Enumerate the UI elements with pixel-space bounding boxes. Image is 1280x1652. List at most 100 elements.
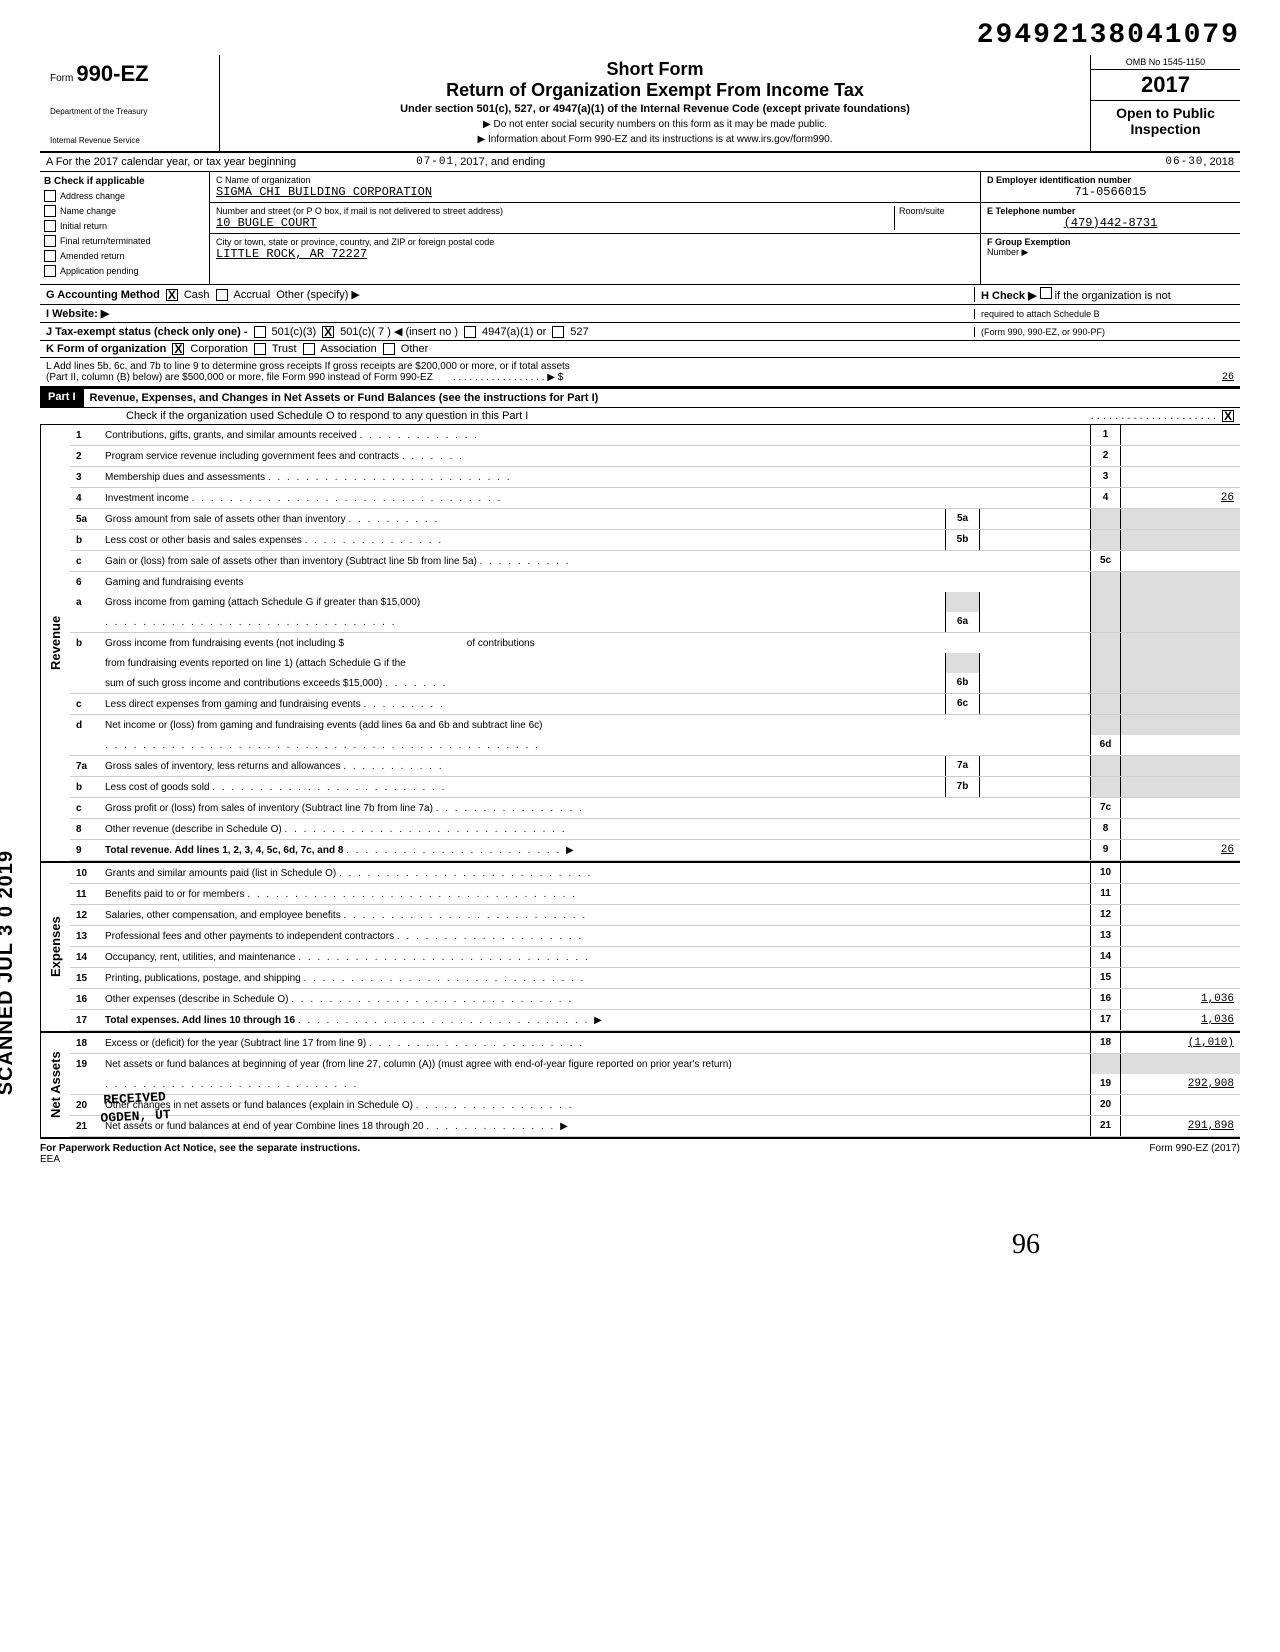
label-group-num: Number ▶: [987, 247, 1234, 258]
label-org-name: C Name of organization: [216, 175, 974, 185]
checkbox-corp[interactable]: [172, 343, 184, 355]
row-a-label: A For the 2017 calendar year, or tax yea…: [46, 156, 296, 168]
label-room: Room/suite: [899, 206, 974, 216]
checkbox-amended[interactable]: [44, 250, 56, 262]
line-6b-2: from fundraising events reported on line…: [105, 658, 406, 669]
checkbox-assoc[interactable]: [303, 343, 315, 355]
line-16-text: Other expenses (describe in Schedule O): [105, 994, 288, 1005]
line-6b-3: sum of such gross income and contributio…: [105, 678, 382, 689]
part1-check-row: Check if the organization used Schedule …: [40, 408, 1240, 425]
checkbox-app-pending[interactable]: [44, 265, 56, 277]
cell-ein: D Employer identification number 71-0566…: [981, 172, 1240, 203]
line-6d-text: Net income or (loss) from gaming and fun…: [105, 720, 542, 731]
warn-ssn: ▶ Do not enter social security numbers o…: [230, 119, 1080, 130]
label-h: H Check ▶: [981, 290, 1037, 302]
label-501c7: 501(c)( 7 ) ◀ (insert no ): [340, 325, 458, 338]
line-6-text: Gaming and fundraising events: [105, 577, 243, 588]
part1-header-row: Part I Revenue, Expenses, and Changes in…: [40, 387, 1240, 408]
right-header-box: OMB No 1545-1150 2017 Open to Public Ins…: [1090, 55, 1240, 151]
document-id: 29492138041079: [40, 20, 1240, 51]
label-trust: Trust: [272, 343, 297, 355]
part1-check-text: Check if the organization used Schedule …: [46, 410, 528, 422]
form-prefix: Form: [50, 73, 73, 84]
val-19: 292,908: [1120, 1074, 1240, 1094]
checkbox-4947[interactable]: [464, 326, 476, 338]
val-18: (1,010): [1120, 1033, 1240, 1053]
label-g: G Accounting Method: [46, 289, 160, 301]
line-12-text: Salaries, other compensation, and employ…: [105, 910, 341, 921]
part1-title: Revenue, Expenses, and Changes in Net As…: [84, 389, 1240, 407]
form-header: Form 990-EZ Department of the Treasury I…: [40, 55, 1240, 153]
line-15-text: Printing, publications, postage, and shi…: [105, 973, 301, 984]
label-phone: E Telephone number: [987, 206, 1234, 216]
line-6b-post: of contributions: [467, 638, 535, 649]
label-address-change: Address change: [60, 191, 125, 201]
row-a-mid: , 2017, and ending: [454, 156, 545, 168]
checkbox-other-org[interactable]: [383, 343, 395, 355]
line-21-text: Net assets or fund balances at end of ye…: [105, 1121, 424, 1132]
label-name-change: Name change: [60, 206, 116, 216]
val-16: 1,036: [1120, 989, 1240, 1009]
col-right: D Employer identification number 71-0566…: [980, 172, 1240, 284]
checkbox-initial-return[interactable]: [44, 220, 56, 232]
row-l-gross: L Add lines 5b, 6c, and 7b to line 9 to …: [40, 358, 1240, 387]
col-middle: C Name of organization SIGMA CHI BUILDIN…: [210, 172, 980, 284]
value-street: 10 BUGLE COURT: [216, 216, 894, 230]
value-ein: 71-0566015: [987, 185, 1234, 199]
service-label: Internal Revenue Service: [50, 136, 209, 145]
checkbox-final-return[interactable]: [44, 235, 56, 247]
open-public-2: Inspection: [1095, 121, 1236, 137]
checkbox-cash[interactable]: [166, 289, 178, 301]
value-org-name: SIGMA CHI BUILDING CORPORATION: [216, 185, 974, 199]
side-label-revenue: Revenue: [40, 425, 70, 861]
row-a-end2: , 2018: [1203, 156, 1234, 168]
h-line3: (Form 990, 990-EZ, or 990-PF): [974, 327, 1234, 337]
cell-street: Number and street (or P O box, if mail i…: [210, 203, 980, 234]
row-l-text2: (Part II, column (B) below) are $500,000…: [46, 372, 433, 383]
row-a-begin: 07-01: [416, 156, 454, 168]
label-527: 527: [570, 326, 588, 338]
row-l-dots: . . . . . . . . . . . . . . . . . ▶ $: [453, 372, 564, 383]
checkbox-h[interactable]: [1040, 287, 1052, 299]
label-amended: Amended return: [60, 251, 125, 261]
line-6b-pre: Gross income from fundraising events (no…: [105, 638, 344, 649]
checkbox-accrual[interactable]: [216, 289, 228, 301]
line-20-text: Other changes in net assets or fund bala…: [105, 1100, 413, 1111]
row-g-accounting: G Accounting Method Cash Accrual Other (…: [40, 285, 1240, 305]
label-final-return: Final return/terminated: [60, 236, 151, 246]
checkbox-trust[interactable]: [254, 343, 266, 355]
label-accrual: Accrual: [234, 289, 271, 301]
expenses-section: Expenses 10Grants and similar amounts pa…: [40, 863, 1240, 1033]
label-app-pending: Application pending: [60, 266, 139, 276]
line-14-text: Occupancy, rent, utilities, and maintena…: [105, 952, 295, 963]
open-public-box: Open to Public Inspection: [1091, 101, 1240, 141]
line-17-text: Total expenses. Add lines 10 through 16: [105, 1015, 295, 1026]
checkbox-schedule-o[interactable]: [1222, 410, 1234, 422]
line-10-text: Grants and similar amounts paid (list in…: [105, 868, 336, 879]
value-city: LITTLE ROCK, AR 72227: [216, 247, 974, 261]
line-18-text: Excess or (deficit) for the year (Subtra…: [105, 1038, 366, 1049]
row-a-end: 06-30: [1165, 156, 1203, 168]
line-7a-text: Gross sales of inventory, less returns a…: [105, 761, 340, 772]
revenue-section: Revenue 1Contributions, gifts, grants, a…: [40, 425, 1240, 863]
checkbox-name-change[interactable]: [44, 205, 56, 217]
footer-form-ref: Form 990-EZ (2017): [1149, 1143, 1240, 1165]
label-h-suffix: if the organization is not: [1055, 290, 1171, 302]
line-5b-text: Less cost or other basis and sales expen…: [105, 535, 302, 546]
line-1-text: Contributions, gifts, grants, and simila…: [105, 430, 357, 441]
scanned-stamp: SCANNED JUL 3 0 2019: [0, 850, 18, 1095]
main-info-grid: B Check if applicable Address change Nam…: [40, 172, 1240, 285]
revenue-lines: 1Contributions, gifts, grants, and simil…: [70, 425, 1240, 861]
row-l-text1: L Add lines 5b, 6c, and 7b to line 9 to …: [46, 361, 1234, 372]
checkbox-address-change[interactable]: [44, 190, 56, 202]
label-j: J Tax-exempt status (check only one) -: [46, 326, 248, 338]
part1-label: Part I: [40, 389, 84, 407]
row-l-value: 26: [1222, 372, 1234, 383]
row-k-form-org: K Form of organization Corporation Trust…: [40, 341, 1240, 358]
side-label-expenses: Expenses: [40, 863, 70, 1031]
checkbox-501c3[interactable]: [254, 326, 266, 338]
title-box: Short Form Return of Organization Exempt…: [220, 55, 1090, 151]
checkbox-527[interactable]: [552, 326, 564, 338]
checkbox-501c7[interactable]: [322, 326, 334, 338]
cell-group-exempt: F Group Exemption Number ▶: [981, 234, 1240, 261]
